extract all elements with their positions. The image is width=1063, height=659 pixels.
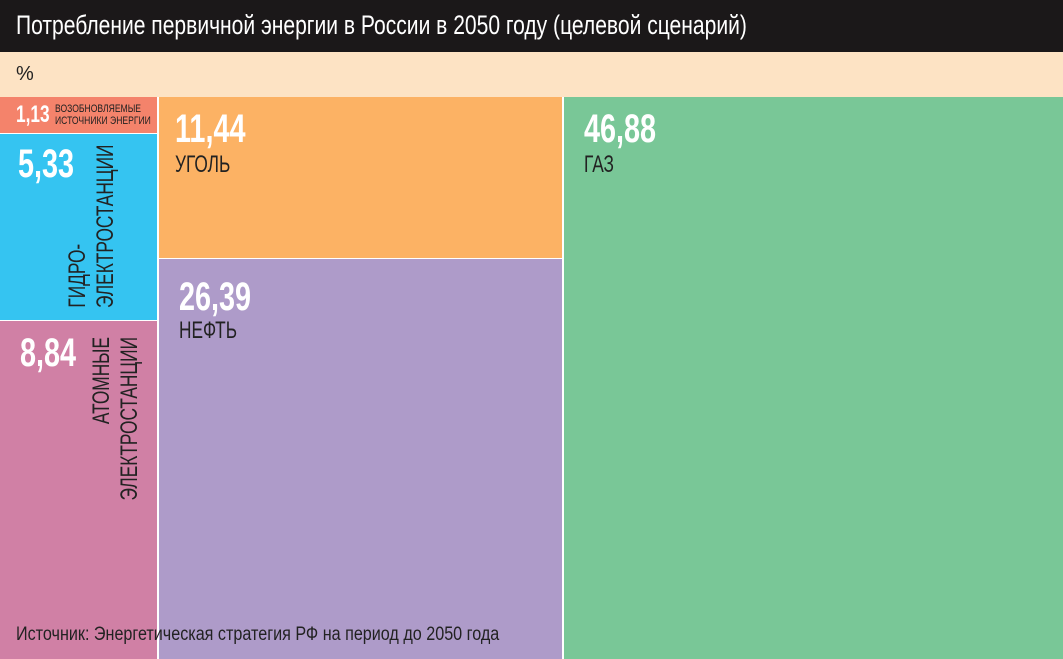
value-label: 26,39 xyxy=(179,275,252,319)
category-label-line2: ИСТОЧНИКИ ЭНЕРГИИ xyxy=(55,115,151,127)
treemap-cell-coal: 11,44 УГОЛЬ xyxy=(159,97,562,258)
category-label: ВОЗОБНОВЛЯЕМЫЕ ИСТОЧНИКИ ЭНЕРГИИ xyxy=(55,103,151,127)
category-label-line2-wrap: ЭЛЕКТРОСТАНЦИИ xyxy=(116,337,143,659)
treemap-cell-hydro: 5,33 ГИДРО- ЭЛЕКТРОСТАНЦИИ xyxy=(0,134,157,320)
category-label: УГОЛЬ xyxy=(175,151,231,178)
treemap-cell-gas: 46,88 ГАЗ xyxy=(564,97,1063,659)
value-label: 8,84 xyxy=(20,331,77,375)
chart-title: Потребление первичной энергии в России в… xyxy=(16,10,747,40)
value-label: 11,44 xyxy=(175,107,246,151)
category-label-line2: ЭЛЕКТРОСТАНЦИИ xyxy=(92,144,119,308)
value-label: 46,88 xyxy=(584,107,657,151)
category-label-line1: ГИДРО- xyxy=(64,244,91,308)
chart-title-bar: Потребление первичной энергии в России в… xyxy=(0,0,1063,52)
category-label-line1: АТОМНЫЕ xyxy=(88,337,115,425)
category-label-line1-wrap: ГИДРО- xyxy=(64,134,91,308)
unit-bar: % xyxy=(0,52,1063,97)
category-label-line1-wrap: АТОМНЫЕ xyxy=(88,337,115,659)
category-label-line2: ЭЛЕКТРОСТАНЦИИ xyxy=(116,337,143,501)
category-label: НЕФТЬ xyxy=(179,317,238,344)
source-note: Источник: Энергетическая стратегия РФ на… xyxy=(16,624,500,645)
treemap-cell-renewables: 1,13 ВОЗОБНОВЛЯЕМЫЕ ИСТОЧНИКИ ЭНЕРГИИ xyxy=(0,97,157,133)
treemap-cell-oil: 26,39 НЕФТЬ xyxy=(159,259,562,659)
category-label-line2-wrap: ЭЛЕКТРОСТАНЦИИ xyxy=(92,134,119,308)
value-label: 1,13 xyxy=(16,101,50,128)
category-label: ГАЗ xyxy=(584,151,614,178)
value-label: 5,33 xyxy=(18,142,75,186)
treemap-cell-nuclear: 8,84 АТОМНЫЕ ЭЛЕКТРОСТАНЦИИ xyxy=(0,321,157,659)
unit-label: % xyxy=(16,63,34,85)
category-label-line1: ВОЗОБНОВЛЯЕМЫЕ xyxy=(55,103,142,115)
